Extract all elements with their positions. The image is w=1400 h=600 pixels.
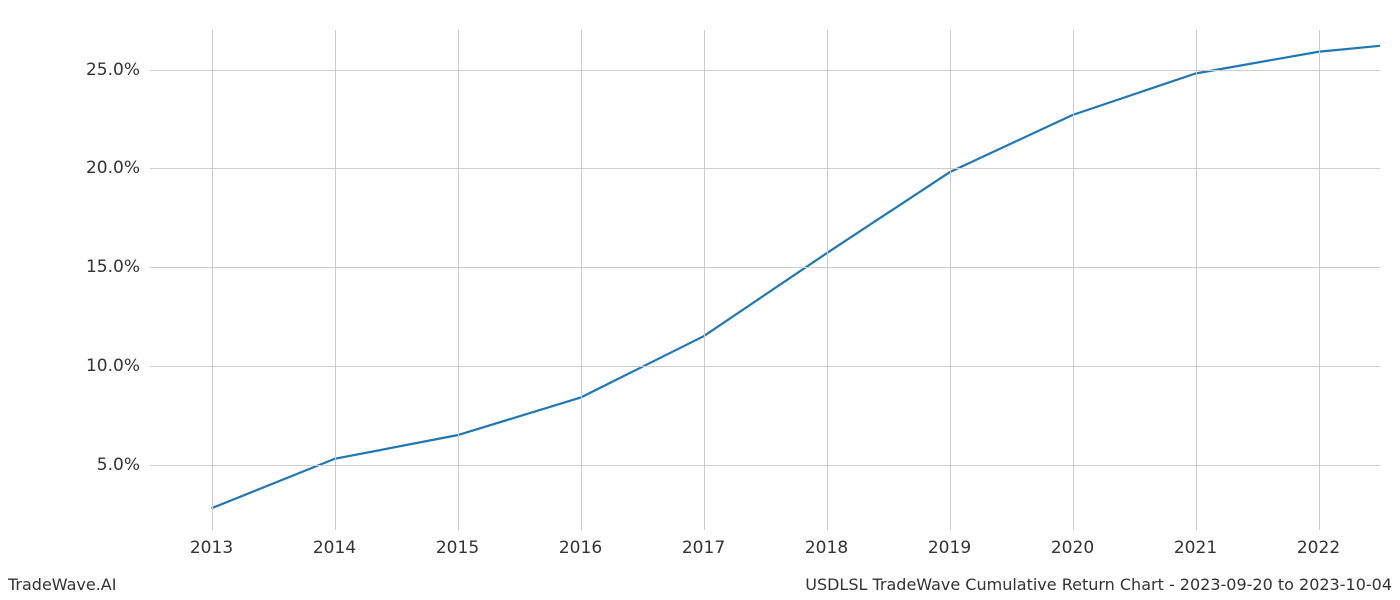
x-tick-label: 2018 (805, 538, 848, 558)
chart-container (0, 0, 1400, 600)
grid-line-horizontal (150, 366, 1380, 367)
y-tick-label: 10.0% (80, 356, 140, 376)
grid-line-vertical (335, 30, 336, 530)
series-line (212, 46, 1381, 508)
grid-line-vertical (1073, 30, 1074, 530)
footer-right-text: USDLSL TradeWave Cumulative Return Chart… (805, 575, 1392, 594)
y-tick-label: 20.0% (80, 158, 140, 178)
grid-line-vertical (1319, 30, 1320, 530)
grid-line-horizontal (150, 267, 1380, 268)
y-tick-label: 25.0% (80, 60, 140, 80)
x-tick-label: 2015 (436, 538, 479, 558)
grid-line-vertical (212, 30, 213, 530)
x-tick-label: 2017 (682, 538, 725, 558)
x-tick-label: 2013 (190, 538, 233, 558)
grid-line-vertical (458, 30, 459, 530)
footer-left-text: TradeWave.AI (8, 575, 116, 594)
x-tick-label: 2021 (1174, 538, 1217, 558)
y-tick-label: 15.0% (80, 257, 140, 277)
grid-line-vertical (827, 30, 828, 530)
grid-line-vertical (950, 30, 951, 530)
x-tick-label: 2022 (1297, 538, 1340, 558)
grid-line-horizontal (150, 70, 1380, 71)
grid-line-vertical (581, 30, 582, 530)
y-tick-label: 5.0% (80, 455, 140, 475)
grid-line-horizontal (150, 168, 1380, 169)
plot-area (150, 30, 1380, 530)
grid-line-horizontal (150, 465, 1380, 466)
x-tick-label: 2014 (313, 538, 356, 558)
x-tick-label: 2020 (1051, 538, 1094, 558)
grid-line-vertical (1196, 30, 1197, 530)
grid-line-vertical (704, 30, 705, 530)
x-tick-label: 2016 (559, 538, 602, 558)
x-tick-label: 2019 (928, 538, 971, 558)
